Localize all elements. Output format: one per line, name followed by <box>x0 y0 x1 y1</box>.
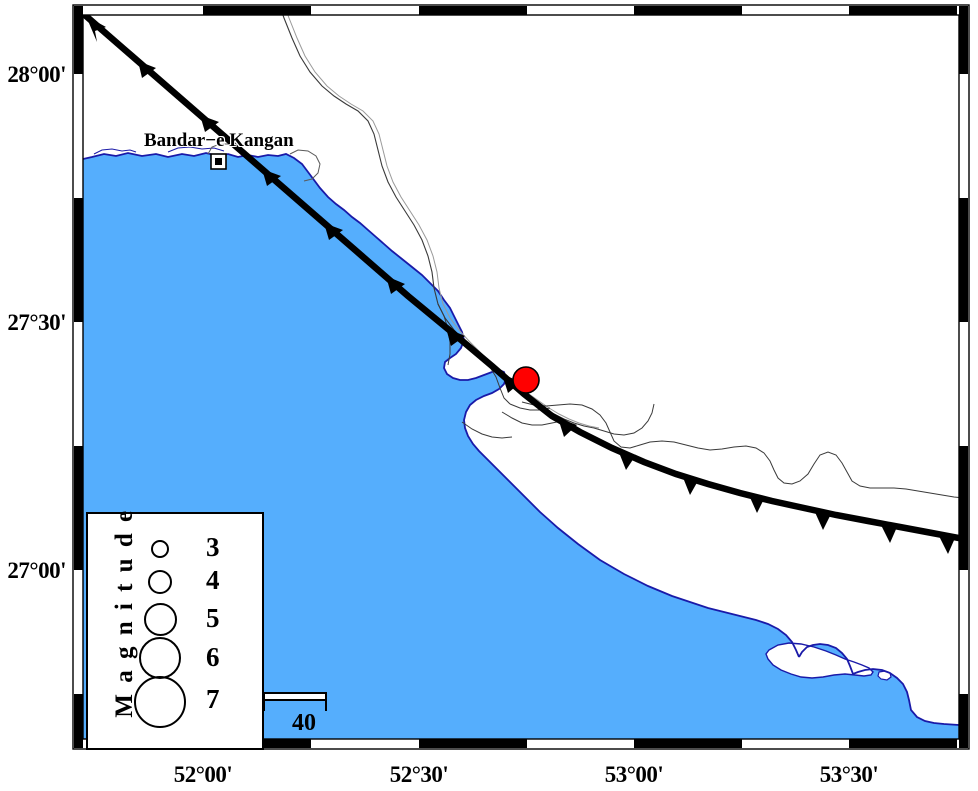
coastal-detail-peninsula <box>289 149 321 182</box>
legend-value-mag-4: 4 <box>206 565 220 595</box>
legend-value-mag-6: 6 <box>206 642 220 672</box>
legend-value-mag-5: 5 <box>206 603 220 633</box>
x-axis-tick-label-0: 52°00' <box>173 762 233 787</box>
legend-value-mag-3: 3 <box>206 532 220 562</box>
legend-title: M a g n i t u d e <box>111 508 138 718</box>
x-axis-tick-label-2: 53°00' <box>604 762 664 787</box>
geologic-contour-branch <box>593 403 655 436</box>
scale-bar-tick-right <box>325 692 327 711</box>
legend-circle-mag-7 <box>134 676 186 728</box>
map-frame-right-ticks <box>959 6 968 748</box>
earthquake-epicenter-marker[interactable] <box>512 366 540 394</box>
island-large <box>765 642 874 679</box>
y-axis-tick-label-1: 27°30' <box>7 310 66 335</box>
geologic-contour-east <box>521 401 959 498</box>
x-axis-tick-label-1: 52°30' <box>389 762 449 787</box>
scale-bar-label: 40 <box>292 710 316 736</box>
persian-gulf-water <box>83 153 959 739</box>
geologic-contour-main-shadow <box>287 15 600 429</box>
map-frame-top-ticks <box>203 6 957 15</box>
coastline <box>83 152 800 658</box>
scale-bar-tick-left <box>263 692 265 711</box>
city-label-bandar-e-kangan: Bandar−e Kangan <box>144 130 294 151</box>
geologic-contour-short-2 <box>501 411 563 426</box>
x-axis-tick-label-3: 53°30' <box>819 762 879 787</box>
fault-arrowhead-northwest <box>86 16 106 42</box>
legend-circle-mag-4 <box>148 570 172 594</box>
y-axis-tick-label-2: 27°00' <box>7 558 66 583</box>
magnitude-legend: M a g n i t u d e 3 4 5 6 7 <box>86 508 264 750</box>
legend-circle-mag-5 <box>144 603 177 636</box>
legend-circle-mag-3 <box>151 540 169 558</box>
y-axis-tick-label-0: 28°00' <box>7 62 66 87</box>
coastal-detail-lagoon-2 <box>167 146 225 153</box>
map-frame-outer-rule <box>72 4 970 750</box>
thrust-teeth <box>138 61 955 554</box>
map-frame-bottom-ticks <box>203 739 957 748</box>
scale-bar-rect <box>263 692 327 701</box>
coastline-east <box>798 643 959 726</box>
geologic-contour-short-3 <box>461 421 513 439</box>
legend-circle-mag-6 <box>139 637 181 679</box>
map-frame-left-ticks <box>74 6 83 748</box>
coastal-detail-lagoon-1 <box>93 148 137 155</box>
city-marker-inner-dot <box>215 158 222 165</box>
legend-value-mag-7: 7 <box>206 684 220 714</box>
